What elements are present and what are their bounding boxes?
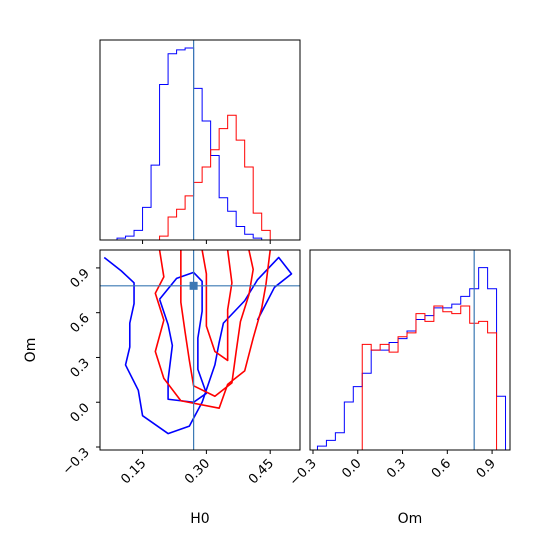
contour-series-a-0 [103, 256, 293, 435]
om-tick-label: 0.6 [429, 456, 454, 481]
om-tick-label: 0.9 [474, 456, 499, 481]
om-histogram-panel: −0.3 0.0 0.3 0.6 0.9 [287, 249, 511, 489]
contour-series-b-1 [180, 250, 254, 398]
om-y-axis-label: Om [23, 338, 39, 363]
h0-axis-label: H0 [190, 511, 209, 527]
h0-hist-series-a [108, 47, 288, 240]
h0-tick-label: 0.15 [118, 456, 149, 487]
om-y-tick-label: 0.3 [68, 356, 93, 381]
om-hist-series-b [317, 305, 506, 450]
om-y-tick-label: −0.3 [60, 445, 93, 478]
truth-marker [189, 281, 198, 290]
om-tick-label: 0.0 [339, 456, 364, 481]
om-y-tick-label: 0.0 [68, 400, 93, 425]
h0-om-contour-panel: 0.15 0.30 0.45 −0.3 0.0 0.3 0.6 0.9 [60, 249, 301, 487]
om-tick-label: 0.3 [384, 456, 409, 481]
contour-frame [99, 249, 301, 451]
contour-series-b-0 [154, 250, 272, 410]
om-hist-series-a [316, 267, 507, 450]
om-y-tick-label: 0.6 [68, 311, 93, 336]
contour-series-a-1 [158, 271, 208, 404]
contour-series-b-2 [201, 250, 233, 362]
om-y-tick-label: 0.9 [68, 266, 93, 291]
om-axis-label: Om [398, 511, 423, 527]
h0-hist-series-b [108, 114, 288, 240]
h0-histogram-panel [99, 39, 301, 244]
h0-tick-label: 0.45 [246, 456, 277, 487]
h0-hist-frame [99, 39, 301, 241]
om-tick-label: −0.3 [287, 456, 320, 489]
om-hist-frame [309, 249, 511, 451]
h0-tick-label: 0.30 [182, 456, 213, 487]
